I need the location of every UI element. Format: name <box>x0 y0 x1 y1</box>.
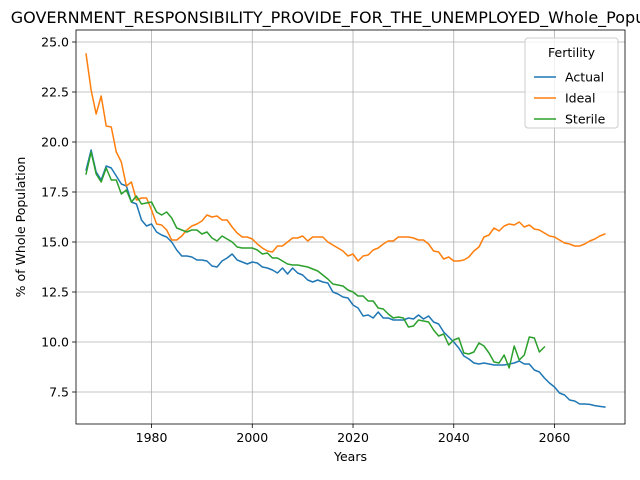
legend: Fertility Actual Ideal Sterile <box>524 37 619 129</box>
y-tick-label: 20.0 <box>41 135 69 150</box>
y-tick-label: 12.5 <box>41 285 69 300</box>
legend-label-sterile: Sterile <box>565 112 606 127</box>
series-lines <box>85 53 606 408</box>
chart-title: GOVERNMENT_RESPONSIBILITY_PROVIDE_FOR_TH… <box>11 8 640 28</box>
legend-title: Fertility <box>548 45 596 60</box>
y-tick-label: 17.5 <box>41 185 69 200</box>
y-axis-label: % of Whole Population <box>13 157 28 298</box>
legend-label-ideal: Ideal <box>565 91 595 106</box>
y-tick-label: 7.5 <box>49 385 69 400</box>
series-line-sterile <box>85 151 546 369</box>
legend-items: Actual Ideal Sterile <box>534 70 606 127</box>
x-tick-label: 2040 <box>438 430 470 445</box>
y-tick-label: 10.0 <box>41 335 69 350</box>
y-tick-label: 25.0 <box>41 35 69 50</box>
x-tick-label: 1980 <box>136 430 168 445</box>
x-axis-label: Years <box>333 449 367 464</box>
x-tick-label: 2020 <box>337 430 369 445</box>
legend-box <box>524 37 619 129</box>
axis-ticks: 1980 2000 2020 2040 2060 7.5 10.0 12.5 15.0 17.5 2… <box>41 35 570 446</box>
y-tick-label: 22.5 <box>41 85 69 100</box>
x-tick-label: 2060 <box>539 430 571 445</box>
y-tick-label: 15.0 <box>41 235 69 250</box>
series-line-ideal <box>85 53 606 262</box>
series-line-actual <box>85 149 606 408</box>
legend-label-actual: Actual <box>565 70 604 85</box>
plot-frame <box>75 29 626 425</box>
x-tick-label: 2000 <box>236 430 268 445</box>
